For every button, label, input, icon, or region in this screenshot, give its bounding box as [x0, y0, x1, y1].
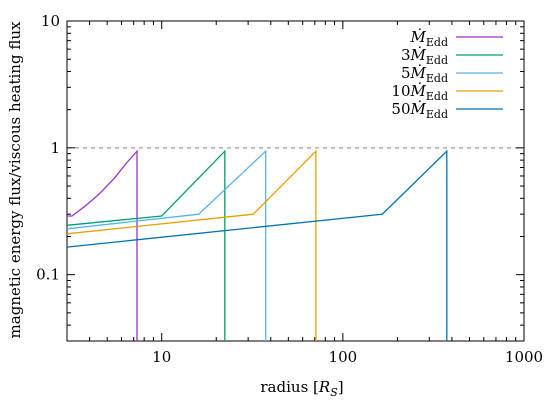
- series-line-4: [66, 149, 317, 341]
- series-line-2: [66, 149, 226, 341]
- legend-entry-2: 3ṀEdd: [401, 46, 503, 67]
- series-line-3: [66, 149, 267, 341]
- y-tick-label: 0.1: [36, 266, 60, 284]
- legend-label: 5ṀEdd: [401, 64, 448, 85]
- y-axis-title: magnetic energy flux/viscous heating flu…: [6, 21, 24, 338]
- x-axis-title: radius [RS]: [260, 378, 343, 399]
- legend-label: 50ṀEdd: [391, 100, 448, 121]
- legend-label: 10ṀEdd: [391, 82, 448, 103]
- y-tick-label: 10: [41, 12, 60, 30]
- series-line-1: [67, 149, 138, 341]
- legend-entry-3: 5ṀEdd: [401, 64, 503, 85]
- legend-label: ṀEdd: [410, 28, 448, 49]
- x-tick-label: 1000: [505, 348, 543, 366]
- x-tick-label: 100: [329, 348, 358, 366]
- legend-entry-1: ṀEdd: [410, 28, 503, 49]
- legend-entry-5: 50ṀEdd: [391, 100, 503, 121]
- y-tick-label: 1: [50, 139, 60, 157]
- legend-entry-4: 10ṀEdd: [391, 82, 503, 103]
- series-line-5: [66, 149, 448, 341]
- legend-label: 3ṀEdd: [401, 46, 448, 67]
- x-tick-label: 10: [152, 348, 171, 366]
- plot-frame: [66, 20, 525, 342]
